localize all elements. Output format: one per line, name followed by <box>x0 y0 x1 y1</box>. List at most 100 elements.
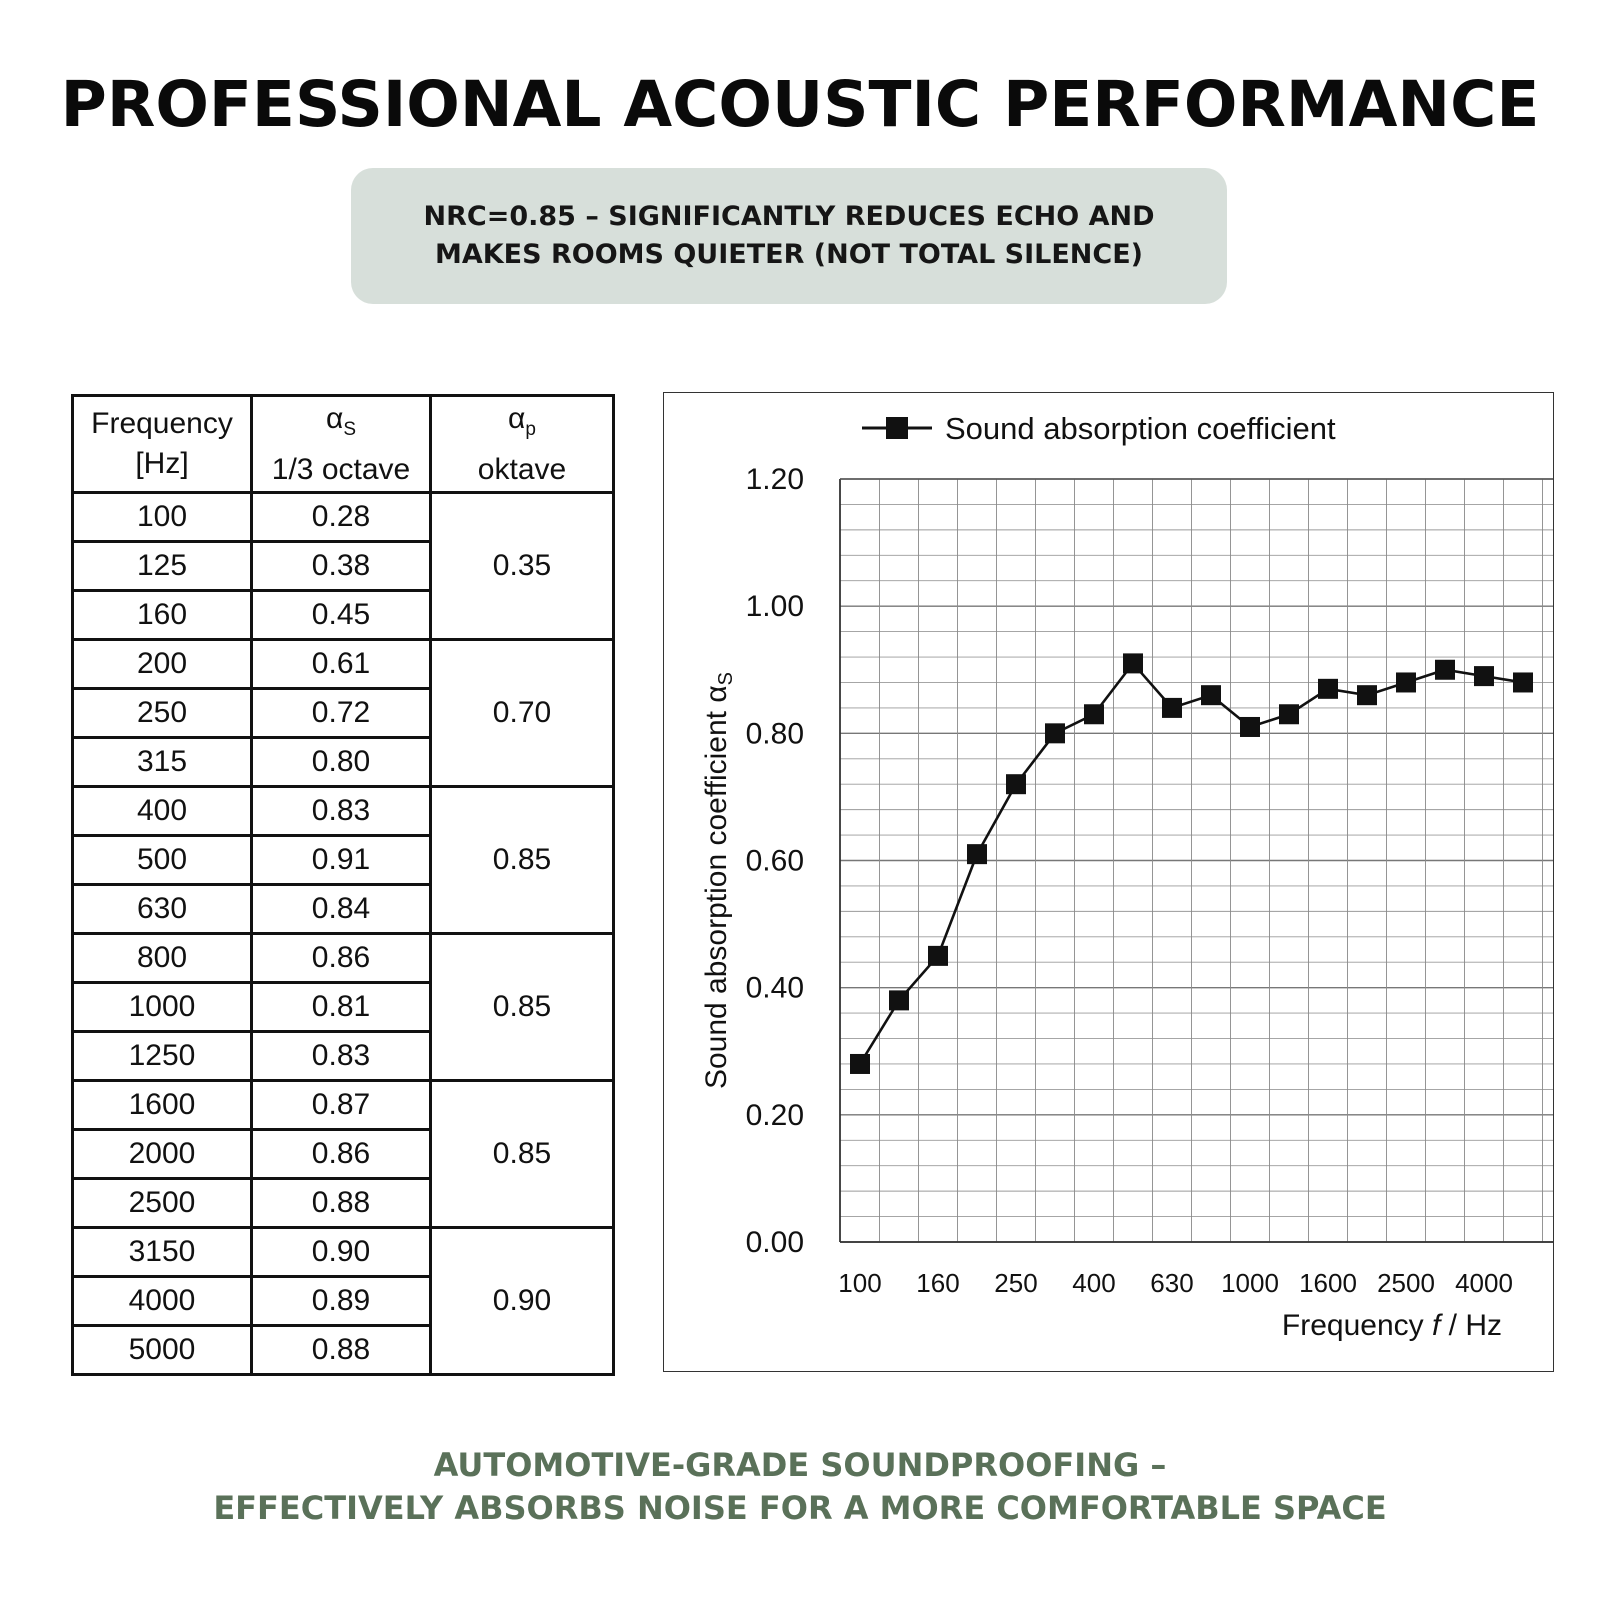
third-octave-cell: 0.45 <box>250 589 432 641</box>
data-point <box>1513 672 1533 693</box>
third-octave-cell: 0.84 <box>250 883 432 935</box>
footer-tagline: AUTOMOTIVE-GRADE SOUNDPROOFING – EFFECTI… <box>0 1444 1600 1530</box>
third-octave-cell: 0.28 <box>250 491 432 543</box>
table-row: 2500 0.88 <box>71 1177 614 1229</box>
table-row: 4000 0.89 <box>71 1275 614 1327</box>
table-row: 200 0.61 0.70 <box>71 638 615 788</box>
table-header-row: Frequency [Hz] αS 1/3 octave αp oktave <box>71 394 615 494</box>
table-body: 100 0.28 0.35 125 0.38 160 0.45 200 0.61 0.70 250 0… <box>71 491 615 1376</box>
alpha-s-symbol: α <box>325 401 344 435</box>
third-octave-cell: 0.91 <box>250 834 432 886</box>
y-tick-label: 0.20 <box>746 1099 804 1132</box>
frequency-cell: 250 <box>71 687 253 739</box>
table-row: 315 0.80 <box>71 736 614 788</box>
third-octave-cell: 0.86 <box>250 1128 432 1180</box>
table-row: 250 0.72 <box>71 687 614 739</box>
table-row: 1600 0.87 0.85 <box>71 1079 615 1229</box>
frequency-cell: 400 <box>71 785 253 837</box>
third-octave-cell: 0.86 <box>250 932 432 984</box>
data-point <box>1123 653 1143 674</box>
y-axis-label: Sound absorption coefficient αS <box>700 672 737 1089</box>
data-point <box>1084 704 1104 725</box>
data-point <box>1045 723 1065 744</box>
frequency-cell: 125 <box>71 540 253 592</box>
data-point <box>1162 697 1182 718</box>
octave-cell: 0.90 <box>429 1226 615 1376</box>
table-row: 125 0.38 <box>71 540 614 592</box>
frequency-cell: 1000 <box>71 981 253 1033</box>
data-point <box>967 844 987 865</box>
data-point <box>1006 774 1026 795</box>
octave-cell: 0.70 <box>429 638 615 788</box>
alpha-p-subscript: p <box>525 418 536 440</box>
table-row: 800 0.86 0.85 <box>71 932 615 1082</box>
x-axis-label: Frequency f / Hz <box>1282 1309 1502 1342</box>
y-tick-label: 0.80 <box>746 717 804 750</box>
frequency-cell: 500 <box>71 834 253 886</box>
footer-line2: EFFECTIVELY ABSORBS NOISE FOR A MORE COM… <box>213 1489 1387 1527</box>
frequency-cell: 160 <box>71 589 253 641</box>
legend-marker <box>886 417 908 439</box>
third-octave-cell: 0.81 <box>250 981 432 1033</box>
table-row: 500 0.91 <box>71 834 614 886</box>
x-tick-label: 630 <box>1150 1268 1193 1298</box>
frequency-cell: 4000 <box>71 1275 253 1327</box>
third-octave-cell: 0.83 <box>250 785 432 837</box>
header-alpha-p: αp <box>432 399 612 450</box>
footer-line1: AUTOMOTIVE-GRADE SOUNDPROOFING – <box>433 1446 1167 1484</box>
y-tick-label: 0.00 <box>746 1226 804 1259</box>
header-frequency-label: Frequency <box>91 407 233 440</box>
third-octave-cell: 0.83 <box>250 1030 432 1082</box>
header-octave: αp oktave <box>429 394 615 494</box>
header-frequency: Frequency [Hz] <box>71 394 253 494</box>
data-point <box>928 945 948 966</box>
x-tick-label: 2500 <box>1377 1268 1435 1298</box>
x-tick-label: 400 <box>1072 1268 1115 1298</box>
frequency-cell: 2000 <box>71 1128 253 1180</box>
y-tick-label: 0.40 <box>746 972 804 1005</box>
frequency-cell: 5000 <box>71 1324 253 1376</box>
header-alpha-s: αS <box>253 399 429 450</box>
table-row: 630 0.84 <box>71 883 614 935</box>
x-tick-label: 4000 <box>1455 1268 1513 1298</box>
frequency-cell: 100 <box>71 491 253 543</box>
table-row: 5000 0.88 <box>71 1324 614 1376</box>
third-octave-cell: 0.89 <box>250 1275 432 1327</box>
header-third-octave-label: 1/3 octave <box>271 452 411 486</box>
table-row: 160 0.45 <box>71 589 614 641</box>
frequency-cell: 200 <box>71 638 253 690</box>
octave-cell: 0.85 <box>429 785 615 935</box>
table-row: 100 0.28 0.35 <box>71 491 615 641</box>
data-point <box>1435 659 1455 680</box>
nrc-banner: NRC=0.85 – SIGNIFICANTLY REDUCES ECHO AN… <box>351 168 1227 304</box>
third-octave-cell: 0.61 <box>250 638 432 690</box>
third-octave-cell: 0.90 <box>250 1226 432 1278</box>
y-tick-label: 0.60 <box>746 845 804 878</box>
y-tick-label: 1.00 <box>746 590 804 623</box>
third-octave-cell: 0.88 <box>250 1324 432 1376</box>
x-tick-label: 160 <box>916 1268 959 1298</box>
alpha-s-subscript: S <box>343 418 357 440</box>
alpha-p-symbol: α <box>508 401 526 435</box>
data-point <box>850 1053 870 1074</box>
chart-frame: 0.00 0.20 0.40 0.60 0.80 1.00 1.20 100 160 250 400… <box>663 392 1554 1372</box>
absorption-chart: 0.00 0.20 0.40 0.60 0.80 1.00 1.20 100 160 250 400… <box>700 411 1553 1342</box>
absorption-table: Frequency [Hz] αS 1/3 octave αp oktave 1… <box>71 394 615 1376</box>
frequency-cell: 1600 <box>71 1079 253 1131</box>
data-point <box>1474 666 1494 687</box>
x-tick-label: 250 <box>994 1268 1037 1298</box>
third-octave-cell: 0.72 <box>250 687 432 739</box>
x-tick-label: 100 <box>838 1268 881 1298</box>
third-octave-cell: 0.80 <box>250 736 432 788</box>
frequency-cell: 315 <box>71 736 253 788</box>
header-third-octave: αS 1/3 octave <box>250 394 432 494</box>
data-point <box>1201 685 1221 706</box>
legend-label: Sound absorption coefficient <box>945 411 1336 446</box>
data-point <box>1279 704 1299 725</box>
table-row: 400 0.83 0.85 <box>71 785 615 935</box>
data-point <box>1396 672 1416 693</box>
table-row: 1250 0.83 <box>71 1030 614 1082</box>
table-row: 3150 0.90 0.90 <box>71 1226 615 1376</box>
data-point <box>1318 678 1338 699</box>
frequency-cell: 3150 <box>71 1226 253 1278</box>
